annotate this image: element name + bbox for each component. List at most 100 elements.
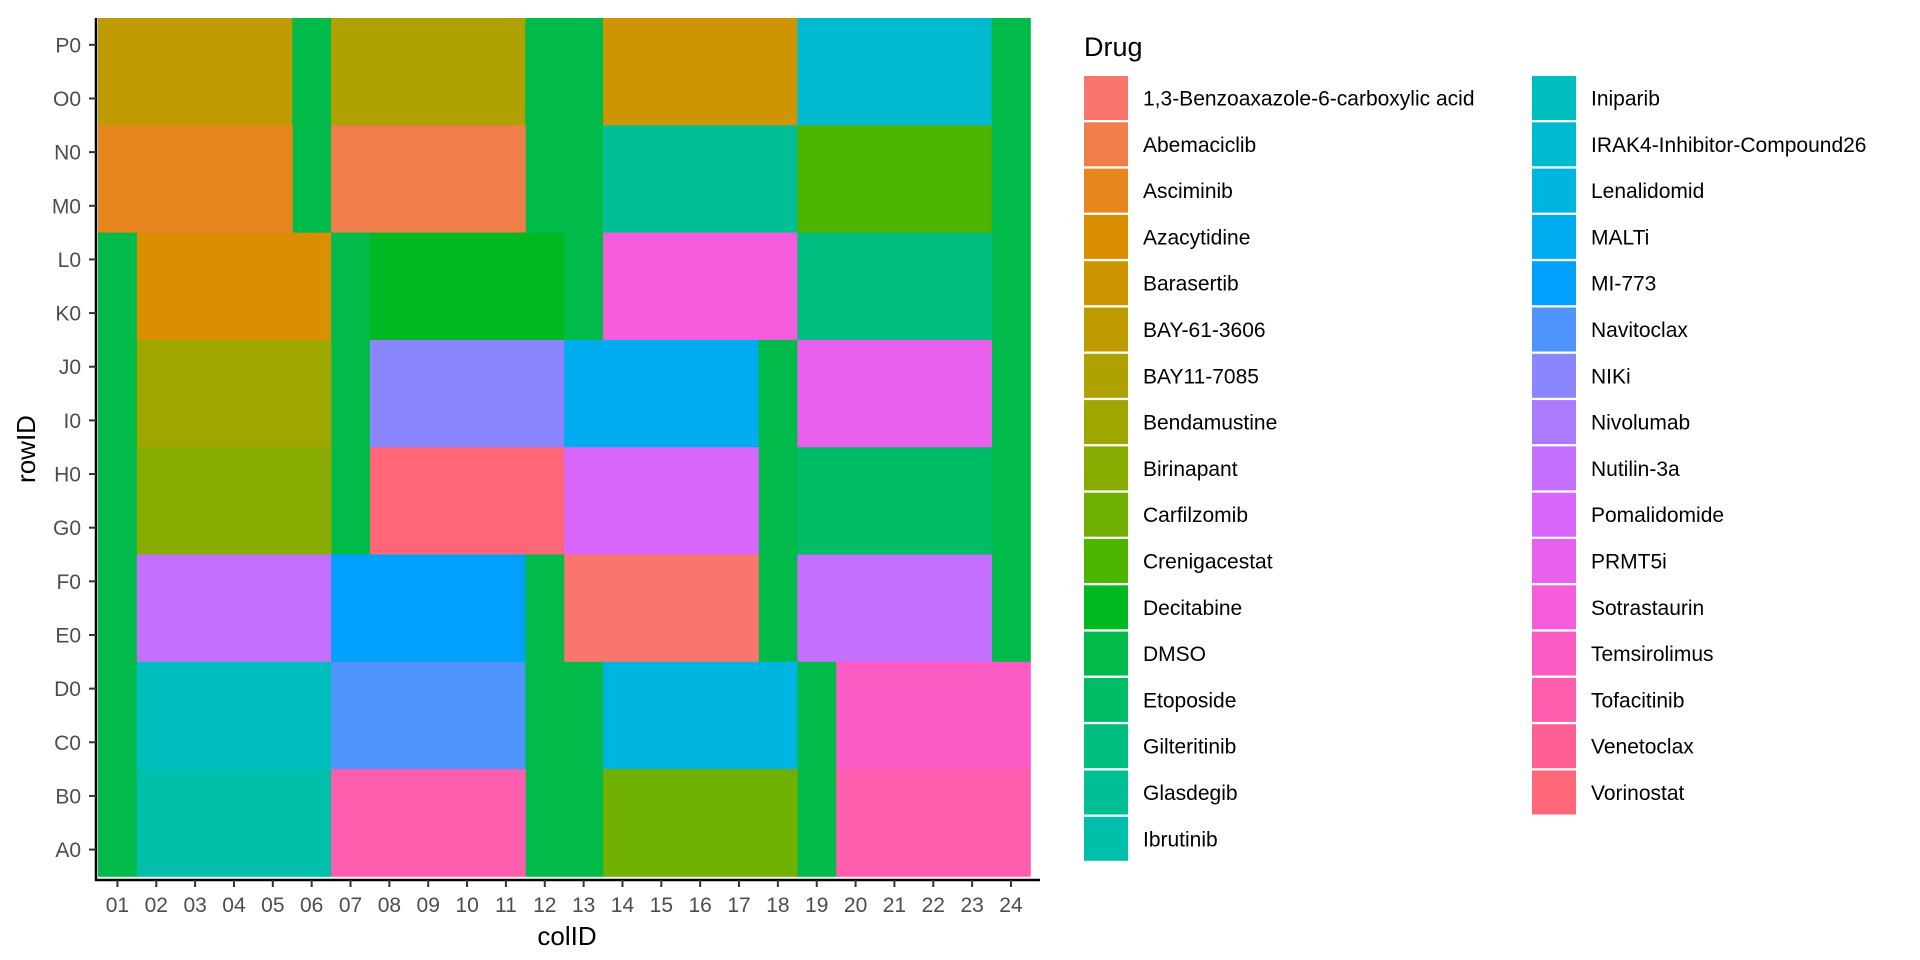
heatmap-tile bbox=[603, 18, 798, 126]
legend-key bbox=[1084, 585, 1128, 630]
x-tick-label: 07 bbox=[339, 894, 362, 917]
x-tick-label: 08 bbox=[378, 894, 401, 917]
legend-key bbox=[1532, 261, 1576, 306]
legend-label: BAY-61-3606 bbox=[1143, 319, 1266, 342]
heatmap-tile bbox=[136, 769, 332, 877]
x-tick-label: 24 bbox=[999, 894, 1023, 917]
legend-key bbox=[1084, 307, 1128, 352]
legend-label: Gilteritinib bbox=[1143, 736, 1236, 759]
legend-label: PRMT5i bbox=[1591, 551, 1667, 574]
x-tick-label: 20 bbox=[844, 894, 867, 917]
legend-key bbox=[1084, 631, 1128, 676]
legend-key bbox=[1532, 724, 1576, 769]
legend-label: Glasdegib bbox=[1143, 782, 1238, 805]
heatmap-tile bbox=[564, 447, 759, 555]
legend-key bbox=[1084, 400, 1128, 445]
legend-key bbox=[1532, 400, 1576, 445]
legend-label: Lenalidomid bbox=[1591, 180, 1704, 203]
legend-key bbox=[1532, 168, 1576, 213]
heatmap-tile bbox=[564, 232, 604, 341]
y-tick-label: I0 bbox=[63, 410, 81, 433]
y-tick-label: A0 bbox=[55, 839, 81, 862]
x-tick-label: 10 bbox=[455, 894, 478, 917]
x-tick-label: 09 bbox=[417, 894, 440, 917]
x-tick-label: 17 bbox=[727, 894, 750, 917]
legend-key bbox=[1532, 76, 1576, 120]
y-tick-label: N0 bbox=[54, 142, 81, 165]
x-tick-label: 12 bbox=[533, 894, 556, 917]
legend-key bbox=[1084, 353, 1128, 398]
heatmap-tile bbox=[525, 18, 604, 233]
legend-label: Azacytidine bbox=[1143, 226, 1250, 249]
legend-label: Birinapant bbox=[1143, 458, 1238, 481]
legend-key bbox=[1084, 214, 1128, 259]
legend-label: Temsirolimus bbox=[1591, 643, 1714, 666]
legend-label: Asciminib bbox=[1143, 180, 1233, 203]
legend-label: NIKi bbox=[1591, 365, 1631, 388]
y-tick-label: D0 bbox=[54, 678, 81, 701]
legend-label: Bendamustine bbox=[1143, 412, 1277, 435]
x-tick-label: 13 bbox=[572, 894, 595, 917]
legend-key bbox=[1532, 122, 1576, 167]
x-tick-label: 02 bbox=[145, 894, 168, 917]
legend-label: Sotrastaurin bbox=[1591, 597, 1704, 620]
legend-key bbox=[1084, 724, 1128, 769]
heatmap-tile bbox=[525, 554, 565, 663]
heatmap-tile bbox=[369, 339, 565, 448]
legend-label: 1,3-Benzoaxazole-6-carboxylic acid bbox=[1143, 88, 1475, 111]
legend-key bbox=[1084, 446, 1128, 491]
x-tick-label: 15 bbox=[650, 894, 673, 917]
heatmap-tile bbox=[836, 661, 1031, 770]
x-tick-label: 04 bbox=[222, 894, 246, 917]
legend-key bbox=[1084, 261, 1128, 306]
heatmap-tile bbox=[797, 18, 992, 126]
y-tick-label: B0 bbox=[55, 785, 81, 808]
legend-label: DMSO bbox=[1143, 643, 1206, 666]
x-ticks: 01 02 03 04 05 06 07 08 09 10 11 12 13 14 15 16 17 18 19 20… bbox=[106, 880, 1023, 917]
y-tick-label: G0 bbox=[53, 517, 81, 540]
legend-key bbox=[1532, 631, 1576, 676]
legend-label: Venetoclax bbox=[1591, 736, 1694, 759]
legend-label: MALTi bbox=[1591, 226, 1649, 249]
x-tick-label: 14 bbox=[611, 894, 635, 917]
legend-label: Nivolumab bbox=[1591, 412, 1690, 435]
legend-label: Etoposide bbox=[1143, 689, 1236, 712]
y-ticks: P0 O0 N0 M0 L0 K0 J0 I0 H0 G0 F0 E0 D0 C0 B0 A0 bbox=[52, 34, 96, 862]
heatmap-tile bbox=[136, 554, 332, 663]
heatmap-tile bbox=[564, 554, 759, 663]
heatmap-tile bbox=[564, 339, 759, 448]
heatmap-tile bbox=[292, 18, 332, 233]
legend-key bbox=[1084, 76, 1128, 120]
heatmap-tile bbox=[98, 18, 293, 126]
legend-label: Carfilzomib bbox=[1143, 504, 1248, 527]
x-tick-label: 11 bbox=[495, 894, 517, 917]
legend-key bbox=[1084, 677, 1128, 722]
heatmap-tile bbox=[331, 232, 371, 555]
heatmap-tile bbox=[797, 554, 992, 663]
legend-key bbox=[1532, 585, 1576, 630]
x-tick-label: 22 bbox=[922, 894, 945, 917]
heatmap-tile bbox=[136, 339, 332, 448]
legend-key bbox=[1532, 353, 1576, 398]
x-tick-label: 19 bbox=[805, 894, 828, 917]
heatmap-tile bbox=[836, 769, 1031, 877]
legend-label: Nutilin-3a bbox=[1591, 458, 1680, 481]
y-tick-label: F0 bbox=[56, 571, 81, 594]
y-tick-label: M0 bbox=[52, 195, 81, 218]
heatmap-tiles bbox=[98, 18, 1031, 877]
legend-label: Abemaciclib bbox=[1143, 134, 1256, 157]
legend-key bbox=[1532, 539, 1576, 583]
heatmap-tile bbox=[991, 18, 1031, 663]
heatmap-tile bbox=[797, 447, 992, 555]
legend-key bbox=[1532, 677, 1576, 722]
legend-key bbox=[1532, 770, 1576, 815]
axes bbox=[94, 18, 1040, 882]
legend-label: Barasertib bbox=[1143, 273, 1239, 296]
legend-label: Navitoclax bbox=[1591, 319, 1688, 342]
heatmap-tile bbox=[98, 232, 138, 877]
x-tick-label: 16 bbox=[688, 894, 711, 917]
legend-label: Ibrutinib bbox=[1143, 828, 1218, 851]
y-tick-label: E0 bbox=[55, 624, 81, 647]
legend-label: IRAK4-Inhibitor-Compound26 bbox=[1591, 134, 1866, 157]
